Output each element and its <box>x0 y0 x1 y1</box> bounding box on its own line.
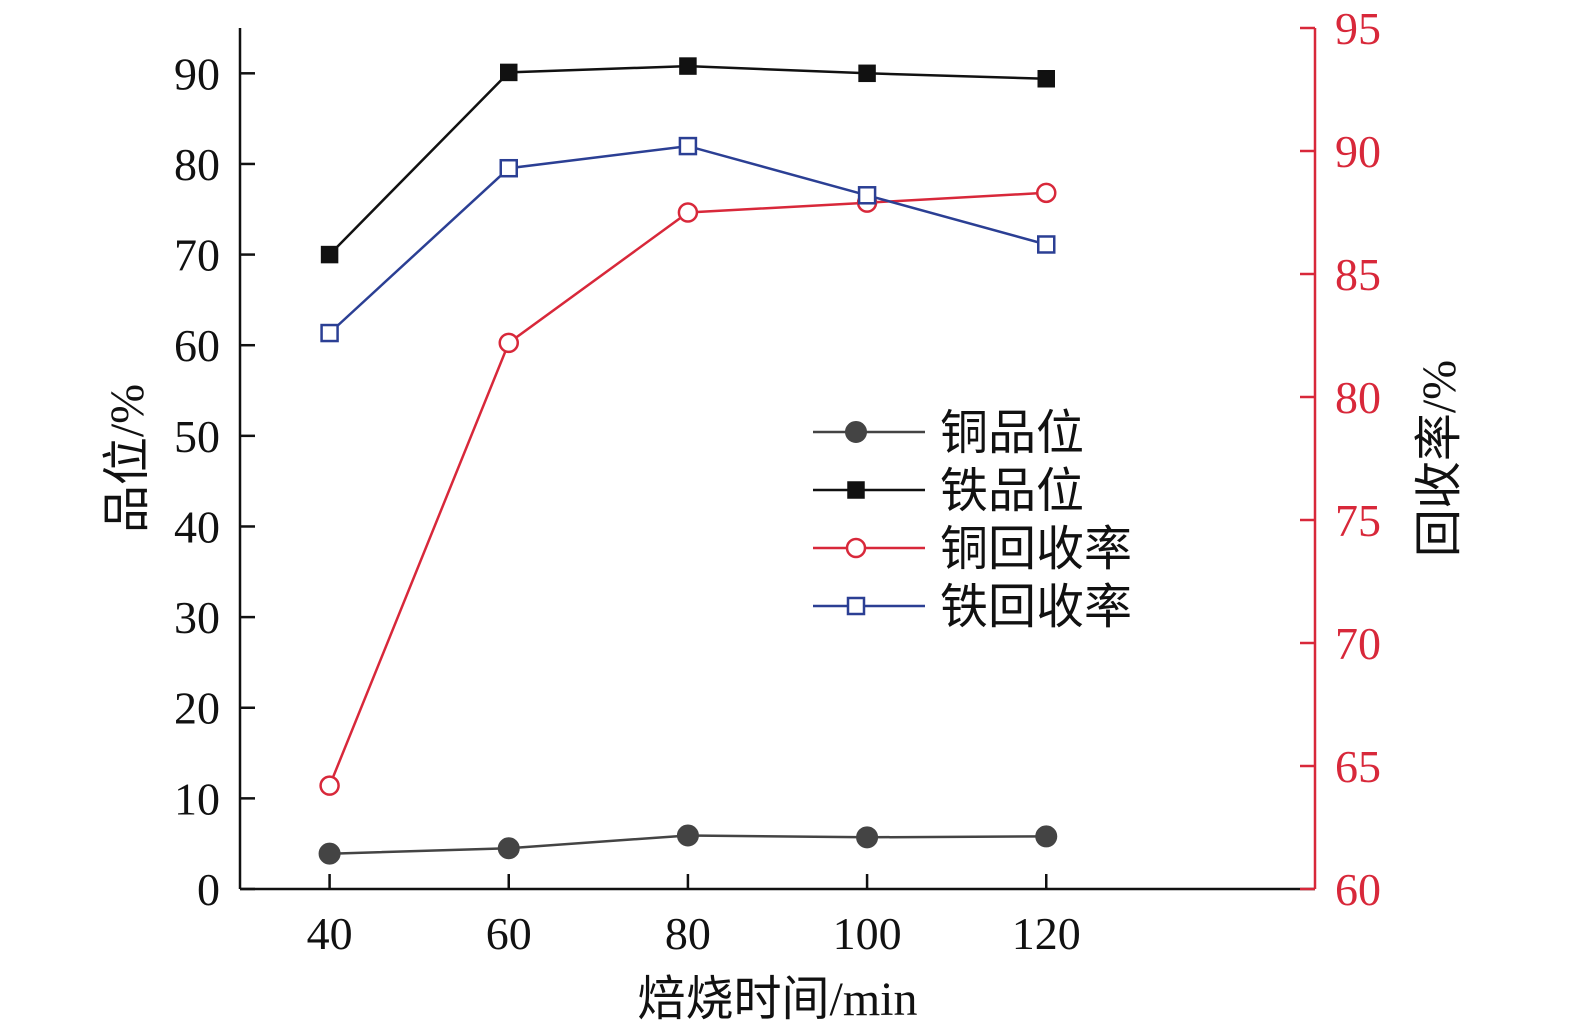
axes-layer: 40 60 80 100 120 0 10 20 30 40 50 60 70 80 90 60 65 70 75 8… <box>101 3 1466 1026</box>
series-layer <box>318 57 1058 865</box>
y-right-tick-label: 80 <box>1335 372 1381 423</box>
legend-item: 铜回收率 <box>813 523 1132 576</box>
data-point <box>676 824 699 847</box>
y-left-tick-label: 40 <box>174 501 220 552</box>
y-right-tick-label: 75 <box>1335 495 1381 546</box>
y-right-tick-label: 90 <box>1335 126 1381 177</box>
legend-marker <box>847 481 865 499</box>
x-tick-label: 60 <box>486 908 532 959</box>
data-point <box>856 826 879 849</box>
series-line <box>328 64 1047 256</box>
data-point <box>1037 70 1055 88</box>
y-left-tick-label: 50 <box>174 411 220 462</box>
x-tick-label: 120 <box>1012 908 1081 959</box>
x-axis-title: 焙烧时间/min <box>637 973 917 1026</box>
data-point <box>678 136 698 156</box>
y-right-tick-label: 70 <box>1335 618 1381 669</box>
y-right-tick-label: 60 <box>1335 864 1381 915</box>
legend-marker <box>845 537 867 559</box>
data-point <box>320 245 339 264</box>
data-point <box>320 323 339 343</box>
y-right-tick-label: 65 <box>1335 741 1381 792</box>
legend-marker <box>846 596 866 616</box>
legend-label: 铜品位 <box>940 407 1084 460</box>
legend-label: 铁回收率 <box>940 581 1132 634</box>
legend-item: 铁回收率 <box>813 581 1132 634</box>
data-point <box>319 775 340 796</box>
data-point <box>677 202 699 223</box>
y-left-tick-label: 60 <box>174 320 220 371</box>
y-left-tick-label: 30 <box>174 592 220 643</box>
legend-item: 铁品位 <box>813 465 1084 518</box>
data-point <box>857 186 877 205</box>
series-line <box>328 144 1047 334</box>
y-left-tick-label: 70 <box>174 230 220 281</box>
legend-item: 铜品位 <box>813 407 1084 460</box>
y-left-tick-label: 20 <box>174 683 220 734</box>
y-right-tick-label: 95 <box>1335 3 1381 54</box>
x-tick-label: 100 <box>833 908 902 959</box>
legend-label: 铜回收率 <box>940 523 1132 576</box>
data-point <box>500 63 518 82</box>
legend-marker <box>845 421 867 443</box>
data-point <box>318 842 341 865</box>
y-left-tick-label: 0 <box>197 864 220 915</box>
data-point <box>498 332 519 354</box>
x-tick-label: 80 <box>665 908 711 959</box>
legend-label: 铁品位 <box>940 465 1084 518</box>
data-point <box>1035 825 1058 848</box>
series-2 <box>320 57 1055 264</box>
y-left-tick-label: 10 <box>174 773 220 824</box>
data-point <box>499 158 518 178</box>
x-tick-label: 40 <box>307 908 353 959</box>
data-point <box>1037 235 1056 254</box>
data-point <box>1036 182 1057 204</box>
data-point <box>497 837 520 860</box>
series-1 <box>318 824 1058 865</box>
data-point <box>858 64 876 83</box>
y-left-tick-label: 90 <box>174 48 220 99</box>
y-right-axis-title: 回收率/% <box>1413 360 1466 557</box>
y-left-axis-title: 品位/% <box>101 384 154 533</box>
y-right-tick-label: 85 <box>1335 249 1381 300</box>
data-point <box>679 57 697 75</box>
series-4 <box>320 136 1056 343</box>
series-line <box>328 191 1047 787</box>
y-left-tick-label: 80 <box>174 139 220 190</box>
